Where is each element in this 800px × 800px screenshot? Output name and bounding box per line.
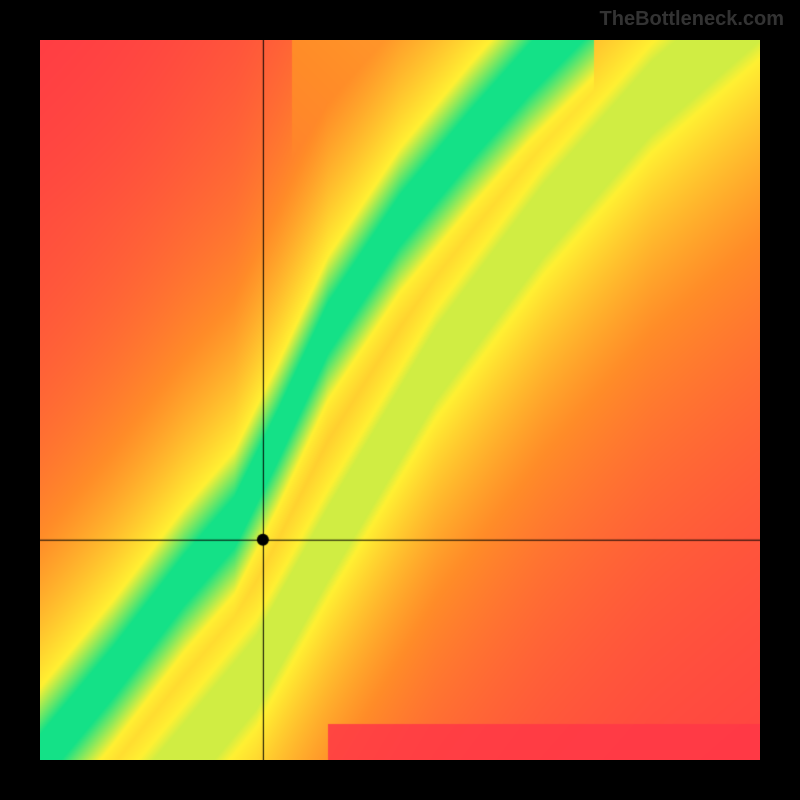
heatmap-canvas [40,40,760,760]
watermark-text: TheBottleneck.com [600,8,784,31]
heatmap-plot [40,40,760,760]
